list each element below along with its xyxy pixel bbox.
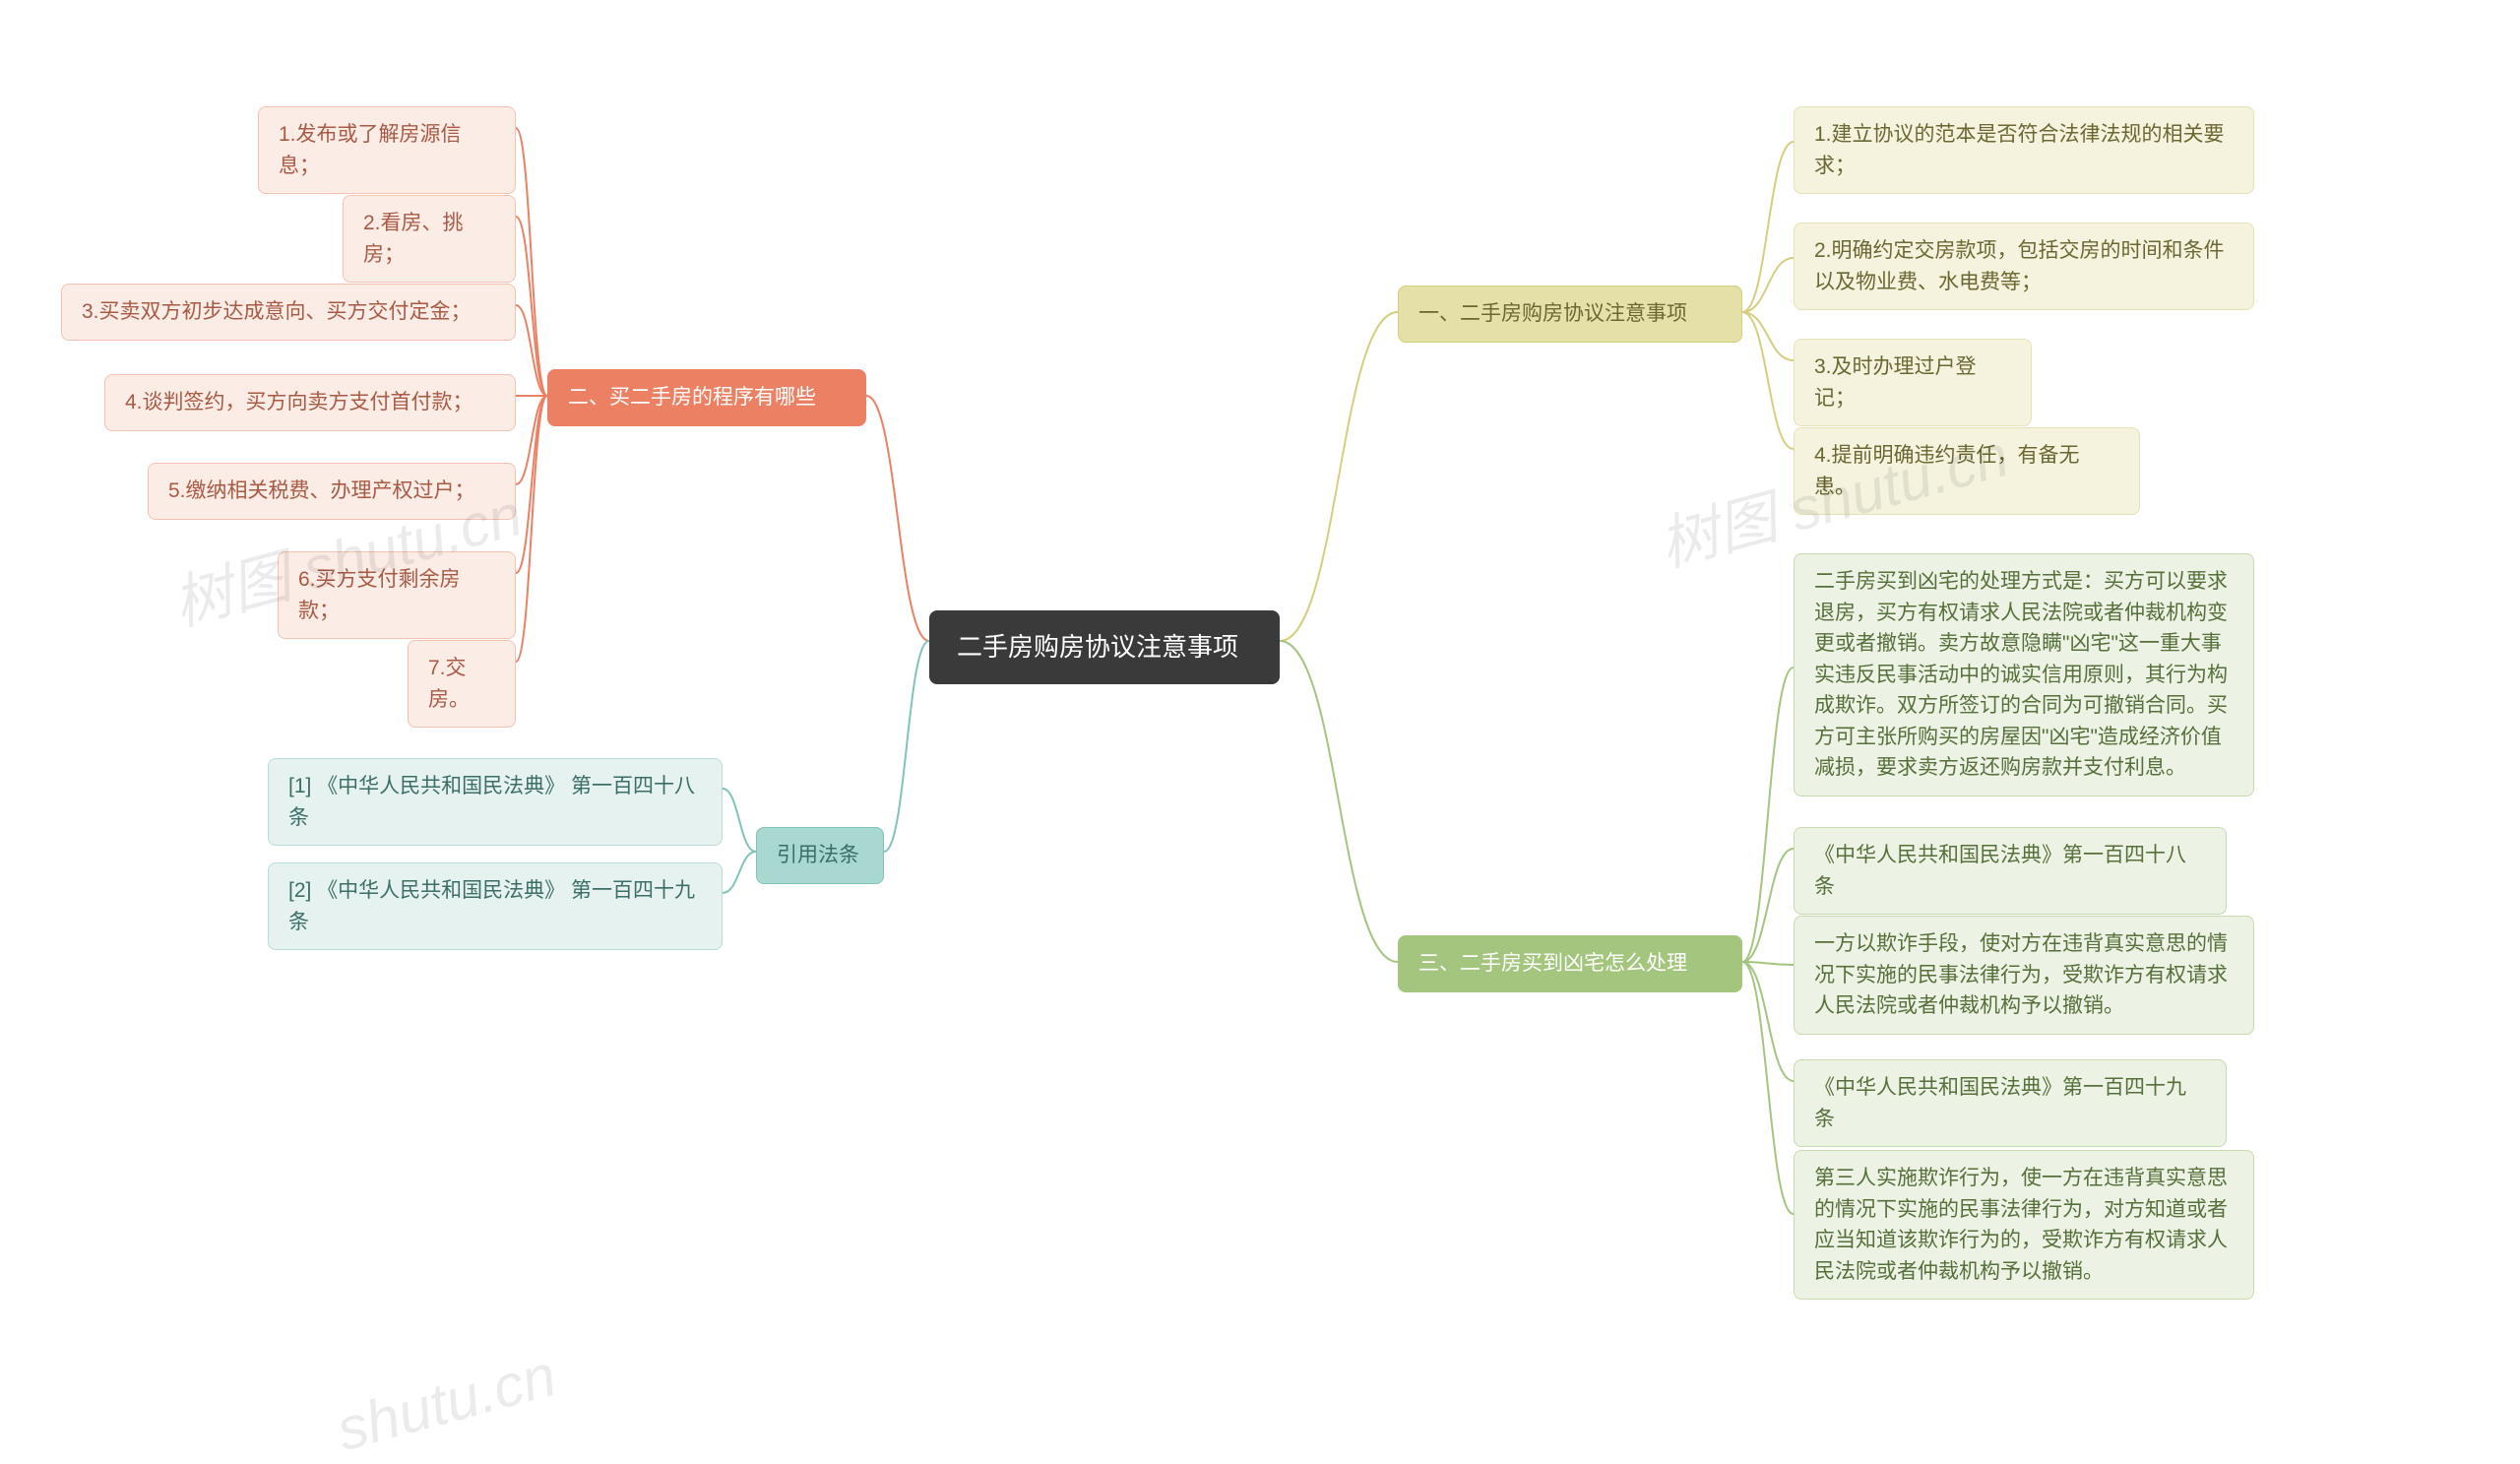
branch-section1: 一、二手房购房协议注意事项: [1398, 286, 1742, 343]
leaf-citations-1: [2] 《中华人民共和国民法典》 第一百四十九条: [268, 862, 723, 950]
leaf-section2-3: 4.谈判签约，买方向卖方支付首付款；: [104, 374, 516, 431]
leaf-section2-5: 6.买方支付剩余房款；: [278, 551, 516, 639]
leaf-section1-0: 1.建立协议的范本是否符合法律法规的相关要求；: [1794, 106, 2254, 194]
leaf-section3-2: 一方以欺诈手段，使对方在违背真实意思的情况下实施的民事法律行为，受欺诈方有权请求…: [1794, 916, 2254, 1035]
leaf-section1-3: 4.提前明确违约责任，有备无患。: [1794, 427, 2140, 515]
center-node: 二手房购房协议注意事项: [929, 610, 1280, 684]
leaf-section2-0: 1.发布或了解房源信息；: [258, 106, 516, 194]
leaf-section3-4: 第三人实施欺诈行为，使一方在违背真实意思的情况下实施的民事法律行为，对方知道或者…: [1794, 1150, 2254, 1300]
leaf-section2-4: 5.缴纳相关税费、办理产权过户；: [148, 463, 516, 520]
leaf-section1-1: 2.明确约定交房款项，包括交房的时间和条件以及物业费、水电费等；: [1794, 223, 2254, 310]
branch-citations: 引用法条: [756, 827, 884, 884]
leaf-section3-3: 《中华人民共和国民法典》第一百四十九条: [1794, 1059, 2227, 1147]
leaf-section2-1: 2.看房、挑房；: [343, 195, 516, 283]
watermark-1: shutu.cn: [330, 1341, 563, 1464]
leaf-section3-0: 二手房买到凶宅的处理方式是：买方可以要求退房，买方有权请求人民法院或者仲裁机构变…: [1794, 553, 2254, 796]
leaf-section2-6: 7.交房。: [408, 640, 516, 728]
leaf-citations-0: [1] 《中华人民共和国民法典》 第一百四十八条: [268, 758, 723, 846]
branch-section2: 二、买二手房的程序有哪些: [547, 369, 866, 426]
leaf-section1-2: 3.及时办理过户登记；: [1794, 339, 2032, 426]
leaf-section3-1: 《中华人民共和国民法典》第一百四十八条: [1794, 827, 2227, 915]
branch-section3: 三、二手房买到凶宅怎么处理: [1398, 935, 1742, 992]
leaf-section2-2: 3.买卖双方初步达成意向、买方交付定金；: [61, 284, 516, 341]
